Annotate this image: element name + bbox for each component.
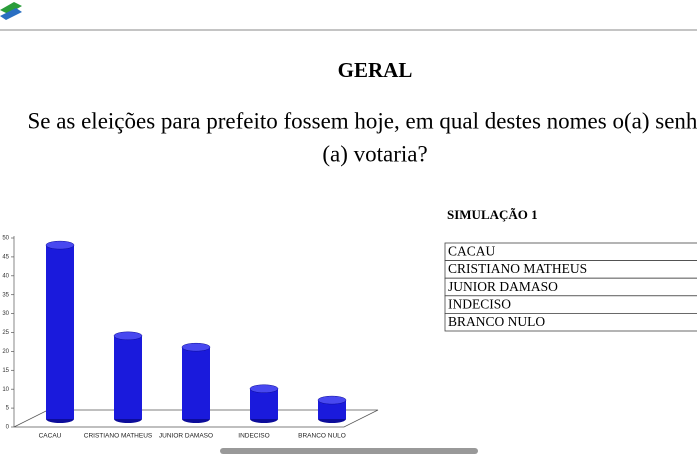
y-tick-label: 25 (2, 330, 9, 336)
bar-top (181, 342, 211, 352)
table-cell: BRANCO NULO (448, 314, 545, 329)
logo (0, 2, 22, 14)
bar-top (249, 384, 279, 394)
table-row (444, 312, 697, 332)
x-tick-label: CACAU (39, 433, 62, 440)
table-cell: CACAU (448, 244, 496, 259)
chart: 0 5 10 15 20 25 30 35 40 45 50 CACAU CRISTIANO MATHE… (2, 236, 347, 440)
x-tick-label: JUNIOR DAMASO (159, 433, 213, 440)
y-tick-label: 50 (2, 236, 9, 242)
table: CACAU CRISTIANO MATHEUS JUNIOR DAMASO INDEC… (444, 242, 697, 332)
bar (182, 347, 210, 419)
y-tick-label: 10 (2, 387, 9, 393)
y-tick-label: 15 (2, 368, 9, 374)
table-cell: CRISTIANO MATHEUS (448, 261, 587, 276)
y-tick-label: 40 (2, 273, 9, 279)
y-tick-label: 30 (2, 311, 9, 317)
x-tick-label: BRANCO NULO (298, 433, 346, 440)
y-tick-label: 20 (2, 349, 9, 355)
bar-top (317, 395, 347, 405)
y-tick-label: 45 (2, 254, 9, 260)
bar (318, 400, 346, 419)
table-title: SIMULAÇÃO 1 (447, 207, 538, 222)
bar (46, 245, 74, 419)
bar-top (113, 331, 143, 341)
logo (0, 8, 22, 20)
x-tick-label: INDECISO (238, 433, 269, 440)
scrollbar (220, 448, 478, 454)
bar-top (45, 240, 75, 250)
table-cell: INDECISO (448, 296, 511, 311)
question: (a) votaria? (322, 141, 427, 166)
bar (250, 388, 278, 419)
y-tick-label: 35 (2, 292, 9, 298)
table-cell: JUNIOR DAMASO (448, 279, 558, 294)
y-tick-label: 0 (6, 425, 10, 431)
question: Se as eleições para prefeito fossem hoje… (27, 108, 697, 133)
title: GERAL (338, 58, 413, 82)
y-tick-label: 5 (6, 406, 10, 412)
x-tick-label: CRISTIANO MATHEUS (84, 433, 153, 440)
bar (114, 335, 142, 419)
